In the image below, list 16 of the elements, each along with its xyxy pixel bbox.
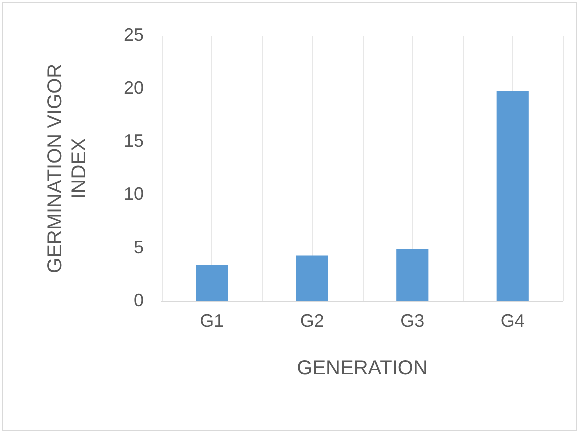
bar [296,256,328,302]
bar [396,249,429,302]
bar [496,91,529,302]
x-tick-label: G4 [500,311,525,332]
y-tick-label: 20 [124,78,144,98]
y-tick-label: 5 [134,237,144,258]
y-tick-label: 10 [124,184,144,204]
y-tick-label: 25 [124,24,144,45]
x-tick-label: G2 [300,311,324,332]
x-tick-label: G1 [200,311,224,332]
y-tick-label: 0 [134,290,144,310]
x-tick-label: G3 [400,311,425,332]
bar [196,265,228,302]
y-axis-title: GERMINATION VIGOR INDEX [44,64,91,274]
y-tick-label: 15 [124,131,144,152]
x-axis-title: GENERATION [297,358,428,380]
